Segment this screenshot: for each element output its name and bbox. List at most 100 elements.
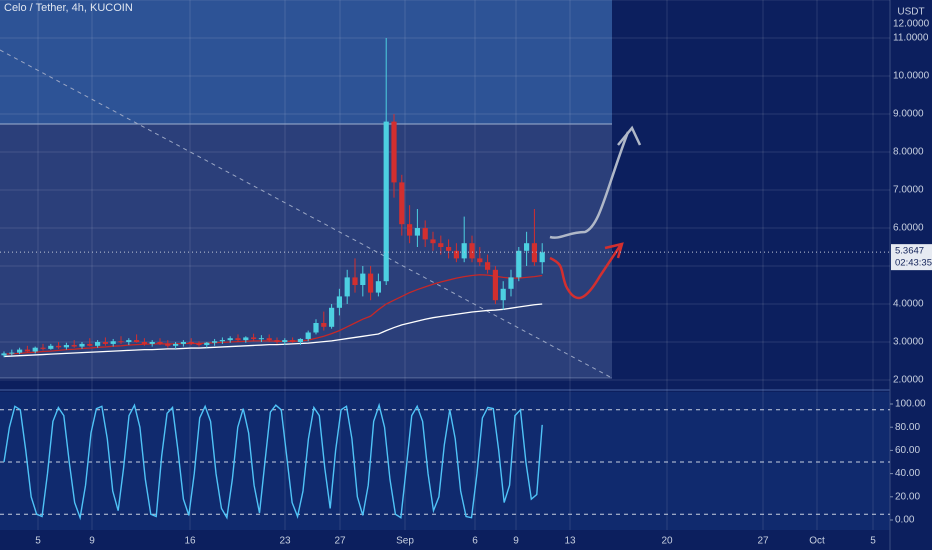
candle-body xyxy=(227,338,233,341)
y-tick-label: 100.00 xyxy=(895,399,926,410)
candle-body xyxy=(157,342,163,344)
candle-body xyxy=(461,243,467,259)
candle-body xyxy=(414,228,420,236)
y-tick-label: 3.0000 xyxy=(893,337,924,348)
y-tick-label: 80.00 xyxy=(895,422,920,433)
candle-body xyxy=(407,224,413,236)
candle-body xyxy=(63,345,69,348)
marks xyxy=(1,38,545,521)
candle-body xyxy=(399,182,405,225)
candle-body xyxy=(313,323,319,333)
candle-body xyxy=(243,337,249,341)
y-tick-label: 40.00 xyxy=(895,468,920,479)
y-tick-label: 0.00 xyxy=(895,515,915,526)
candle-body xyxy=(87,343,93,346)
x-tick-label: 16 xyxy=(184,536,196,547)
candle-body xyxy=(375,281,381,293)
candle-body xyxy=(24,349,30,352)
candle-body xyxy=(110,341,116,344)
candle-body xyxy=(196,343,202,346)
candle-body xyxy=(297,338,303,342)
x-tick-label: 27 xyxy=(757,536,769,547)
candle-body xyxy=(71,345,77,347)
candle-body xyxy=(438,243,444,247)
candle-body xyxy=(118,341,124,343)
candle-body xyxy=(235,338,241,341)
candle-body xyxy=(539,252,545,263)
candle-body xyxy=(56,345,62,348)
x-tick-label: 23 xyxy=(279,536,291,547)
x-tick-label: 5 xyxy=(35,536,41,547)
candle-body xyxy=(1,353,7,356)
oscillator-pane xyxy=(0,392,890,530)
candle-body xyxy=(95,342,101,346)
y-tick-label: 6.0000 xyxy=(893,223,924,234)
drawing-arrowhead xyxy=(617,125,642,146)
y-tick-label: 7.0000 xyxy=(893,185,924,196)
candle-body xyxy=(274,340,280,342)
candle-body xyxy=(344,277,350,297)
candle-body xyxy=(391,121,397,183)
oscillator-line xyxy=(3,402,543,521)
candle-body xyxy=(321,323,327,327)
x-tick-label: Oct xyxy=(809,536,825,547)
candle-body xyxy=(48,345,54,349)
candle-body xyxy=(500,288,506,301)
candle-body xyxy=(251,337,257,339)
moving-average xyxy=(3,303,543,358)
y-tick-label: 11.0000 xyxy=(893,33,929,44)
grid xyxy=(0,0,893,530)
candle-body xyxy=(477,258,483,263)
candle-body xyxy=(126,340,132,342)
y-tick-label: 4.0000 xyxy=(893,299,924,310)
x-tick-label: 9 xyxy=(513,536,519,547)
chart-title: Celo / Tether, 4h, KUCOIN xyxy=(4,2,133,14)
drawing-down-curve xyxy=(549,245,622,300)
candle-body xyxy=(305,332,311,339)
candle-body xyxy=(212,341,218,343)
last-price-box xyxy=(891,244,932,271)
candle-body xyxy=(446,247,452,251)
last-price-label: 5.3647 xyxy=(895,246,924,257)
x-tick-label: 27 xyxy=(334,536,346,547)
candle-body xyxy=(149,342,155,344)
candle-body xyxy=(180,342,186,344)
y-tick-label: 2.0000 xyxy=(893,375,924,386)
candle-body xyxy=(422,228,428,240)
candle-body xyxy=(141,342,147,344)
x-tick-label: 20 xyxy=(661,536,673,547)
zone-upper xyxy=(0,0,612,124)
candle-body xyxy=(102,342,108,344)
x-tick-label: 5 xyxy=(870,536,876,547)
candle-body xyxy=(219,340,225,342)
candle-body xyxy=(290,340,296,342)
y-tick-label: 12.0000 xyxy=(893,19,930,30)
candle-body xyxy=(9,352,15,354)
y-tick-label: 20.00 xyxy=(895,491,920,502)
candle-body xyxy=(492,269,498,301)
candle-body xyxy=(79,343,85,347)
candle-body xyxy=(40,347,46,349)
y-tick-label: 9.0000 xyxy=(893,109,924,120)
candle-body xyxy=(266,338,272,341)
candle-body xyxy=(508,277,514,289)
candle-body xyxy=(173,343,179,346)
y-tick-label: 8.0000 xyxy=(893,147,924,158)
x-tick-label: 13 xyxy=(564,536,576,547)
trendline xyxy=(0,49,613,379)
candle-body xyxy=(430,239,436,244)
candle-body xyxy=(165,343,171,346)
candle-body xyxy=(282,340,288,342)
drawing-arrowhead xyxy=(604,242,624,259)
candle-body xyxy=(531,243,537,263)
candle-body xyxy=(352,277,358,285)
candle-body xyxy=(469,243,475,259)
candle-body xyxy=(17,349,23,353)
candle-body xyxy=(485,262,491,270)
candle-body xyxy=(368,273,374,293)
x-tick-label: 6 xyxy=(472,536,478,547)
candle-body xyxy=(336,296,342,308)
candle-body xyxy=(383,121,389,282)
